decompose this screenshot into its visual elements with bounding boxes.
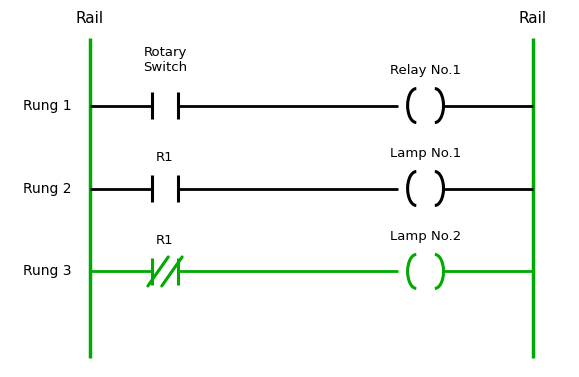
Text: Rung 2: Rung 2 xyxy=(23,181,72,196)
Text: Rotary
Switch: Rotary Switch xyxy=(143,46,187,74)
Text: Relay No.1: Relay No.1 xyxy=(390,64,461,77)
Text: R1: R1 xyxy=(156,234,174,247)
Text: R1: R1 xyxy=(156,151,174,164)
Text: Lamp No.1: Lamp No.1 xyxy=(390,147,461,160)
Text: Rail: Rail xyxy=(76,11,104,26)
Text: Rung 1: Rung 1 xyxy=(23,98,72,113)
Text: Rail: Rail xyxy=(519,11,547,26)
Text: Lamp No.2: Lamp No.2 xyxy=(390,230,461,243)
Text: Rung 3: Rung 3 xyxy=(23,264,72,279)
